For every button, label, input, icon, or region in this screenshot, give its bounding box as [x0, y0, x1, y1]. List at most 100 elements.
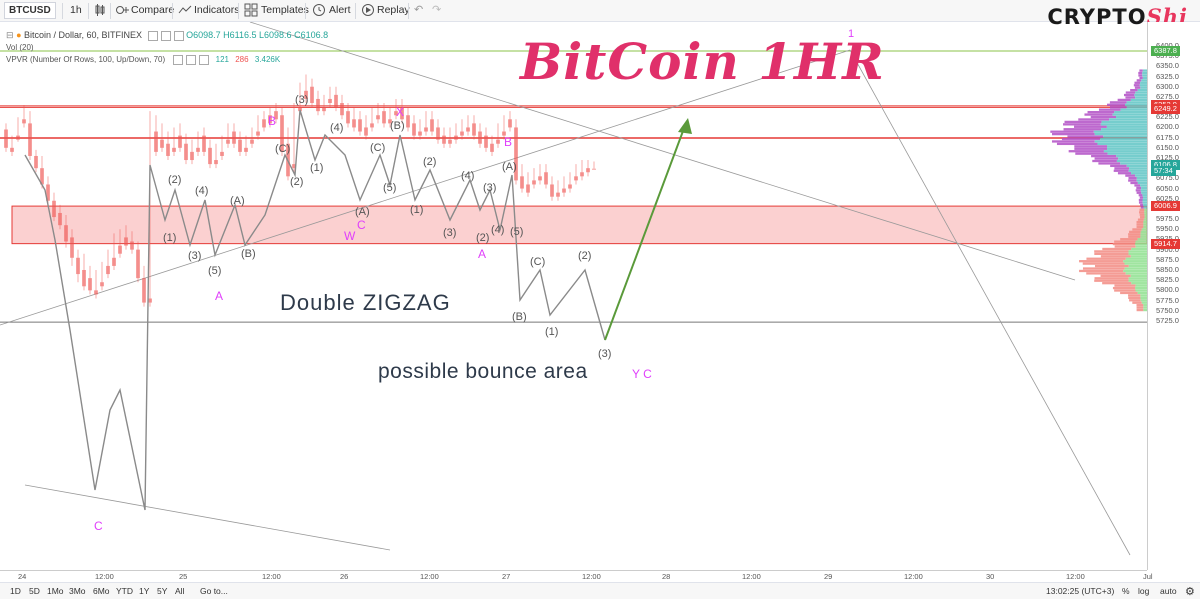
collapse-icon[interactable]: ⊟ [6, 30, 14, 40]
candle-body [268, 115, 272, 124]
volume-profile-bar [1140, 86, 1147, 89]
volume-profile-bar [1126, 106, 1147, 109]
templates-button[interactable]: Templates [261, 4, 309, 16]
volume-profile-bar [1128, 296, 1141, 299]
log-toggle[interactable]: log [1138, 586, 1150, 596]
percent-toggle[interactable]: % [1122, 586, 1130, 596]
volume-profile-bar [1136, 176, 1147, 180]
trendline[interactable] [24, 484, 391, 551]
trendline[interactable] [849, 49, 1131, 556]
compare-button[interactable]: Compare [131, 4, 175, 16]
candle-body [64, 225, 68, 242]
replay-button[interactable]: Replay [377, 4, 410, 16]
redo-icon[interactable]: ↷ [432, 4, 442, 16]
volume-profile-bar [1074, 145, 1108, 148]
volume-profile-bar [1135, 289, 1147, 292]
alert-button[interactable]: Alert [329, 4, 351, 16]
range-button-all[interactable]: All [175, 586, 185, 596]
candle-body [394, 111, 398, 116]
pattern-label-C2: C [94, 519, 103, 533]
range-button-5d[interactable]: 5D [29, 586, 40, 596]
logo-main-text: CRYPTO [1047, 5, 1147, 29]
volume-profile-bar [1141, 79, 1147, 82]
candle-body [550, 184, 554, 197]
candle-body [388, 119, 392, 124]
bounce-area-label: possible bounce area [378, 360, 588, 383]
volume-profile-bar [1128, 294, 1141, 297]
range-button-1d[interactable]: 1D [10, 586, 21, 596]
toolbar-separator [238, 3, 239, 19]
volume-profile-bar [1100, 274, 1131, 278]
auto-toggle[interactable]: auto [1160, 586, 1177, 596]
vpvr-settings-button[interactable] [186, 55, 197, 65]
range-button-1y[interactable]: 1Y [139, 586, 150, 596]
volume-profile-bar [1128, 277, 1147, 280]
candle-body [196, 147, 200, 152]
volume-profile-bar [1090, 115, 1117, 119]
price-tick: 6200.0 [1156, 122, 1179, 132]
templates-icon [244, 3, 258, 17]
top-toolbar: BTCUSD 1h Compare Indicators Templates A… [0, 0, 1200, 22]
volume-profile-bar [1135, 91, 1147, 94]
volume-profile-bar [1098, 108, 1121, 111]
volume-profile-bar [1124, 262, 1147, 265]
vpvr-eye-button[interactable] [173, 55, 184, 65]
range-button-1mo[interactable]: 1Mo [47, 586, 64, 596]
pattern-label-A2: A [478, 247, 487, 261]
candle-body [220, 151, 224, 156]
undo-icon[interactable]: ↶ [414, 4, 424, 16]
price-axis[interactable]: 6400.06375.06350.06325.06300.06275.06250… [1147, 22, 1200, 570]
candle-body [280, 115, 284, 152]
candle-body [142, 278, 146, 303]
candle-body [28, 123, 32, 156]
volume-profile-bar [1136, 308, 1144, 312]
candle-body [508, 119, 512, 128]
volume-profile-bar [1107, 145, 1147, 148]
range-button-ytd[interactable]: YTD [116, 586, 133, 596]
volume-profile-bar [1100, 123, 1147, 126]
volume-profile-bar [1112, 113, 1147, 116]
volume-profile-bar [1131, 282, 1147, 285]
volume-profile-bar [1107, 147, 1147, 150]
volume-profile-bar [1120, 108, 1147, 111]
indicators-button[interactable]: Indicators [194, 4, 240, 16]
legend-settings-button[interactable] [160, 30, 171, 41]
candles-icon[interactable] [94, 3, 106, 17]
trendline[interactable] [249, 22, 1076, 281]
candle-body [340, 103, 344, 116]
projection-arrow-line[interactable] [604, 122, 687, 341]
candle-body [490, 143, 494, 152]
time-tick: 27 [502, 572, 511, 581]
time-axis[interactable]: 24 12:00 25 12:00 26 12:00 27 12:00 28 12:00 29 12:… [0, 570, 1153, 582]
toolbar-separator [408, 3, 409, 19]
vpvr-close-button[interactable] [199, 55, 210, 65]
volume-profile-bar [1135, 284, 1147, 287]
settings-gear-icon[interactable]: ⚙ [1185, 586, 1195, 598]
volume-profile-bar [1128, 279, 1147, 282]
wave-label-w3b: (3) [295, 94, 309, 106]
chart-canvas[interactable] [0, 22, 1147, 570]
range-button-6mo[interactable]: 6Mo [93, 586, 110, 596]
goto-button[interactable]: Go to... [200, 586, 228, 596]
volume-profile-bar [1079, 260, 1124, 263]
volume-profile-bar [1140, 294, 1147, 297]
trendline[interactable] [0, 49, 851, 326]
wave-label-w3d: (3) [483, 182, 497, 194]
volume-profile-bar [1125, 96, 1136, 99]
time-tick: 28 [662, 572, 671, 581]
range-button-3mo[interactable]: 3Mo [69, 586, 86, 596]
elliott-wave-path[interactable] [24, 109, 606, 511]
bounce-zone[interactable] [11, 205, 1147, 245]
range-button-5y[interactable]: 5Y [157, 586, 168, 596]
time-tick: 12:00 [582, 572, 601, 581]
interval-button[interactable]: 1h [70, 4, 82, 16]
volume-profile-bar [1139, 213, 1145, 216]
symbol-search-input[interactable]: BTCUSD [4, 2, 56, 19]
price-badge: 57:34 [1151, 165, 1176, 176]
candle-body [34, 155, 38, 169]
legend-eye-button[interactable] [147, 30, 158, 41]
volume-profile-bar [1139, 84, 1147, 87]
volume-profile-bar [1084, 113, 1113, 116]
candle-body [148, 298, 152, 303]
legend-close-button[interactable] [173, 30, 184, 41]
